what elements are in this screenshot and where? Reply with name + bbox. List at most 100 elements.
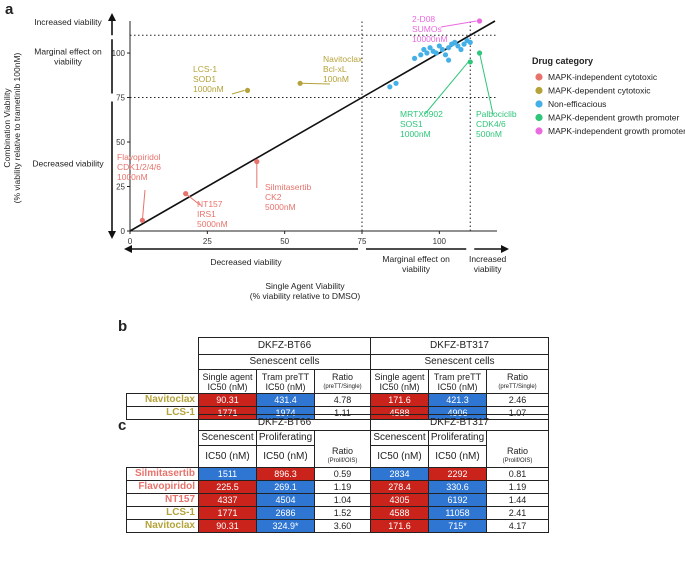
value-cell: 0.81 xyxy=(486,467,549,481)
annotation-label: CDK4/6 xyxy=(476,119,506,129)
data-point xyxy=(452,39,458,45)
table-b-header: Single agent IC50 (nM) xyxy=(198,369,257,394)
data-point xyxy=(439,46,446,53)
value-cell: 11058 xyxy=(428,506,487,520)
data-point xyxy=(461,41,467,47)
y-region-marginal: viability xyxy=(54,57,83,67)
value-cell: 2686 xyxy=(256,506,315,520)
table-b-subgroup-2: Senescent cells xyxy=(370,354,549,370)
table-b-header: Single agent IC50 (nM) xyxy=(370,369,429,394)
drug-name-cell: Flavopiridol xyxy=(126,480,199,494)
panel-label-b: b xyxy=(118,318,128,335)
table-b-group-1: DKFZ-BT66 xyxy=(198,337,371,355)
table-row: Flavopiridol 225.5 269.1 1.19 278.4 330.6 1.19 xyxy=(126,480,549,494)
value-cell: 90.31 xyxy=(198,519,257,533)
table-c-group-2: DKFZ-BT317 xyxy=(370,414,549,431)
annotation-label: SOD1 xyxy=(193,74,216,84)
value-cell: 225.5 xyxy=(198,480,257,494)
value-cell: 421.3 xyxy=(428,393,487,407)
data-point xyxy=(476,18,483,24)
table-c-sub-proliferating: Proliferating xyxy=(256,430,315,446)
legend-item-label: MAPK-dependent cytotoxic xyxy=(548,86,651,96)
value-cell: 715* xyxy=(428,519,487,533)
value-cell: 1511 xyxy=(198,467,257,481)
x-axis-title: Single Agent Viability xyxy=(265,281,345,291)
value-cell: 4588 xyxy=(370,506,429,520)
table-b-header: Tram preTT IC50 (nM) xyxy=(256,369,315,394)
value-cell: 2.46 xyxy=(486,393,549,407)
x-axis-subtitle: (% viability relative to DMSO) xyxy=(250,291,361,301)
legend-item-label: MAPK-dependent growth promoter xyxy=(548,113,680,123)
y-region-marginal: Marginal effect on xyxy=(34,47,102,57)
table-b: DKFZ-BT66 DKFZ-BT317 Senescent cells Sen… xyxy=(126,337,549,420)
annotation-label: CK2 xyxy=(265,192,282,202)
y-region-increased: Increased viability xyxy=(34,17,102,27)
data-point xyxy=(421,46,427,53)
annotation-label: Flavopiridol xyxy=(117,152,161,162)
table-b-header: Ratio (preTT/Single) xyxy=(486,369,549,394)
value-cell: 4.17 xyxy=(486,519,549,533)
value-cell: 4.78 xyxy=(314,393,371,407)
x-region-marginal: viability xyxy=(402,264,431,274)
drug-name-cell: NT157 xyxy=(126,493,199,507)
table-b-header: Tram preTT IC50 (nM) xyxy=(428,369,487,394)
value-cell: 1.04 xyxy=(314,493,371,507)
value-cell: 278.4 xyxy=(370,480,429,494)
y-region-arrowhead xyxy=(108,13,116,21)
legend-swatch xyxy=(535,100,543,108)
y-axis-title: Combination Viability xyxy=(2,88,12,168)
panel-label-c: c xyxy=(118,417,127,434)
table-row: LCS-1 1771 2686 1.52 4588 11058 2.41 xyxy=(126,506,549,520)
data-point xyxy=(467,39,473,45)
legend-item-label: Non-efficacious xyxy=(548,99,606,109)
annotation-leader xyxy=(300,82,331,85)
annotation-label: 2-D08 xyxy=(412,14,435,24)
value-cell: 171.6 xyxy=(370,393,429,407)
x-region-decreased: Decreased viability xyxy=(210,257,282,267)
value-cell: 330.6 xyxy=(428,480,487,494)
data-point xyxy=(455,43,461,49)
value-cell: 4305 xyxy=(370,493,429,507)
x-tick-label: 75 xyxy=(358,237,367,246)
annotation-label: Bcl-xL xyxy=(323,64,347,74)
table-b-header: Ratio (preTT/Single) xyxy=(314,369,371,394)
annotation-leader xyxy=(479,52,494,115)
x-region-marginal: Marginal effect on xyxy=(382,254,450,264)
table-b-subgroup-1: Senescent cells xyxy=(198,354,371,370)
data-point xyxy=(446,57,452,63)
data-point xyxy=(446,45,452,51)
y-region-decreased: Decreased viability xyxy=(32,158,104,168)
y-axis-subtitle: (% viability relative to trametinib 100n… xyxy=(12,52,22,203)
annotation-label: 1000nM xyxy=(117,172,148,182)
table-c: DKFZ-BT66 DKFZ-BT317 Scenescent Prolifer… xyxy=(126,414,549,533)
drug-name-cell: Navitoclax xyxy=(126,519,199,533)
table-c-header: Ratio (Prolif/OIS) xyxy=(486,445,549,468)
value-cell: 324.9* xyxy=(256,519,315,533)
y-region-arrowhead xyxy=(108,231,116,239)
annotation-label: 5000nM xyxy=(197,219,228,229)
legend-item-label: MAPK-independent cytotoxic xyxy=(548,72,658,82)
value-cell: 431.4 xyxy=(256,393,315,407)
annotation-leader xyxy=(141,189,146,221)
table-row: Silmitasertib 1511 896.3 0.59 2834 2292 0.81 xyxy=(126,467,549,481)
data-point xyxy=(411,55,418,61)
value-cell: 269.1 xyxy=(256,480,315,494)
table-row: NT157 4337 4504 1.04 4305 6192 1.44 xyxy=(126,493,549,507)
table-c-header: IC50 (nM) xyxy=(370,445,429,468)
value-cell: 1.44 xyxy=(486,493,549,507)
annotation-label: CDK1/2/4/6 xyxy=(117,162,161,172)
annotation-label: Navitoclax xyxy=(323,54,363,64)
legend-title: Drug category xyxy=(532,56,593,66)
data-point xyxy=(433,50,439,56)
annotation-label: Palbociclib xyxy=(476,109,517,119)
x-region-arrowhead xyxy=(124,245,132,253)
value-cell: 3.60 xyxy=(314,519,371,533)
drug-name-cell: Silmitasertib xyxy=(126,467,199,481)
table-row: Navitoclax 90.31 324.9* 3.60 171.6 715* 4.17 xyxy=(126,519,549,533)
annotation-leader xyxy=(231,89,245,95)
annotation-label: 100nM xyxy=(323,74,349,84)
scatter-chart: 0 25 50 75 100 0 25 50 75 100 FlavopiridolCDK1/2/4… xyxy=(2,13,685,301)
data-point xyxy=(458,46,464,53)
x-region-arrowhead xyxy=(501,245,509,253)
annotation-label: 5000nM xyxy=(265,202,296,212)
